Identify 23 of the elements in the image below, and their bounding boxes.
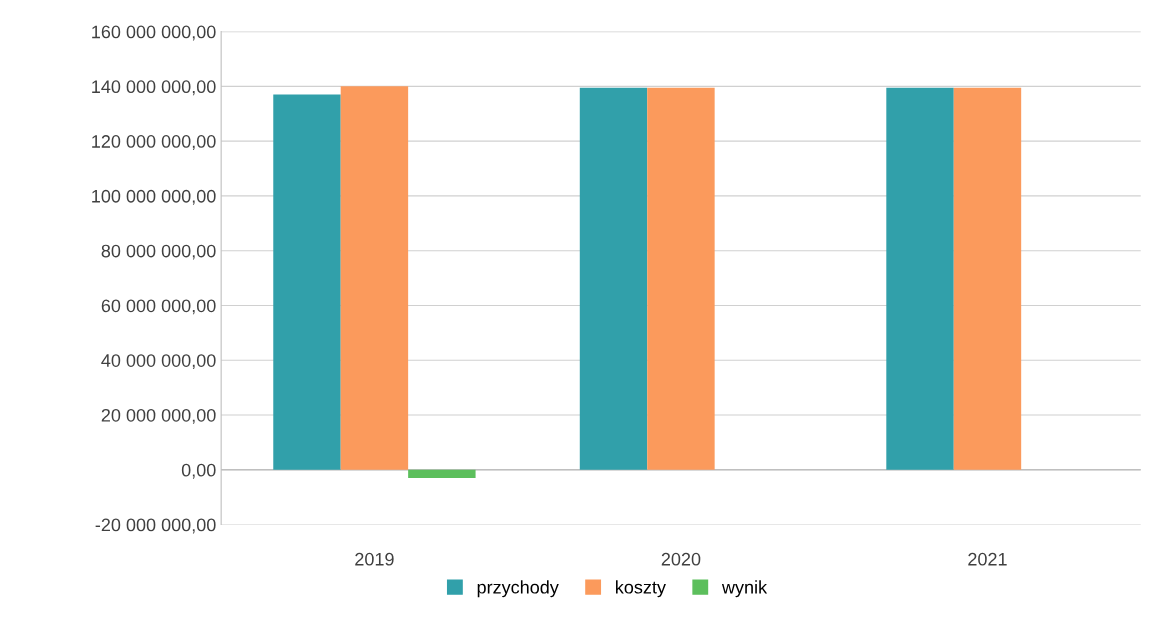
y-tick-label: 80 000 000,00: [101, 244, 216, 260]
y-tick-label: 140 000 000,00: [92, 80, 216, 96]
bar: [579, 87, 648, 470]
y-tick-label: 20 000 000,00: [101, 408, 216, 424]
y-tick-label: -20 000 000,00: [95, 518, 216, 534]
bar: [273, 94, 341, 470]
bar: [886, 87, 954, 470]
x-tick-label: 2020: [661, 552, 701, 566]
bar: [408, 469, 476, 478]
x-tick-label: 2021: [968, 552, 1007, 566]
y-tick-label: 0,00: [181, 463, 216, 479]
y-tick-label: 120 000 000,00: [92, 135, 216, 150]
y-tick-label: 60 000 000,00: [101, 299, 216, 315]
y-tick-label: 40 000 000,00: [101, 354, 216, 370]
legend-label: przychody: [477, 580, 559, 598]
bar: [953, 87, 1022, 470]
x-tick-label: 2019: [355, 552, 394, 566]
legend-label: wynik: [721, 580, 768, 598]
legend-label: koszty: [616, 580, 666, 598]
bar: [340, 86, 409, 470]
bar: [647, 87, 715, 470]
y-tick-label: 160 000 000,00: [92, 25, 216, 41]
y-tick-label: 100 000 000,00: [92, 189, 216, 205]
